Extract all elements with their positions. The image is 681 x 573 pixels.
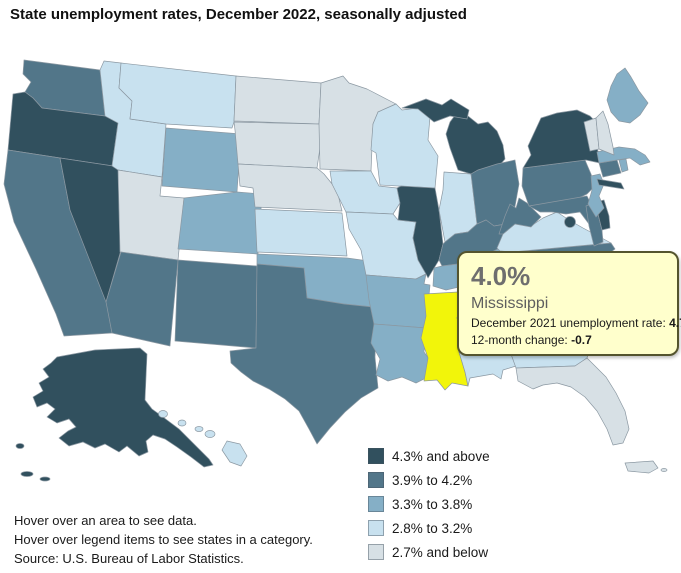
territory-pr-vieques[interactable] xyxy=(660,468,668,472)
tooltip-change-label: 12-month change: xyxy=(471,333,572,348)
tooltip-state-name: Mississippi xyxy=(471,295,549,313)
legend: 4.3% and above 3.9% to 4.2% 3.3% to 3.8%… xyxy=(368,444,490,564)
state-az[interactable] xyxy=(105,251,179,347)
legend-item-4[interactable]: 2.8% to 3.2% xyxy=(368,516,490,540)
state-ne[interactable] xyxy=(237,163,343,212)
legend-label-3: 3.3% to 3.8% xyxy=(392,496,473,512)
hawaii-inset xyxy=(158,410,248,467)
state-wi[interactable] xyxy=(370,103,439,189)
legend-item-5[interactable]: 2.7% and below xyxy=(368,540,490,564)
legend-swatch-4 xyxy=(368,520,384,536)
legend-item-1[interactable]: 4.3% and above xyxy=(368,444,490,468)
territory-pr[interactable] xyxy=(624,460,659,474)
tooltip-change-value: -0.7 xyxy=(571,333,592,348)
footer-notes: Hover over an area to see data. Hover ov… xyxy=(14,511,313,568)
state-ak-aleutian-1[interactable] xyxy=(20,471,34,477)
alaska-inset xyxy=(15,347,214,482)
state-hi-maui[interactable] xyxy=(204,430,216,438)
state-ia[interactable] xyxy=(329,170,401,215)
state-mi-upper[interactable] xyxy=(401,98,470,123)
legend-item-2[interactable]: 3.9% to 4.2% xyxy=(368,468,490,492)
state-pa[interactable] xyxy=(521,159,596,207)
state-ar[interactable] xyxy=(365,273,431,329)
lower-48 xyxy=(3,59,651,446)
state-wy[interactable] xyxy=(161,127,242,193)
state-ks[interactable] xyxy=(254,208,348,257)
state-mi-lower[interactable] xyxy=(445,113,506,175)
legend-swatch-5 xyxy=(368,544,384,560)
legend-swatch-3 xyxy=(368,496,384,512)
state-sd[interactable] xyxy=(233,121,324,169)
tooltip: 4.0% Mississippi December 2021 unemploym… xyxy=(457,251,681,356)
state-fl[interactable] xyxy=(515,357,630,446)
tooltip-prior-rate-value: 4.7% xyxy=(669,316,681,331)
legend-swatch-2 xyxy=(368,472,384,488)
state-hi-molokai[interactable] xyxy=(194,426,204,432)
note-hover-legend: Hover over legend items to see states in… xyxy=(14,532,313,547)
tooltip-prior-rate-label: December 2021 unemployment rate: xyxy=(471,316,670,331)
state-ny-long-island[interactable] xyxy=(596,178,625,190)
note-source: Source: U.S. Bureau of Labor Statistics. xyxy=(14,551,244,566)
legend-label-5: 2.7% and below xyxy=(392,544,489,560)
state-tx[interactable] xyxy=(229,263,379,445)
state-me[interactable] xyxy=(606,67,649,124)
state-dc[interactable] xyxy=(564,216,576,228)
state-nd[interactable] xyxy=(233,75,322,125)
state-ak-aleutian-2[interactable] xyxy=(39,476,51,482)
page-title: State unemployment rates, December 2022,… xyxy=(10,6,467,23)
legend-label-4: 2.8% to 3.2% xyxy=(392,520,473,536)
legend-label-2: 3.9% to 4.2% xyxy=(392,472,473,488)
legend-label-1: 4.3% and above xyxy=(392,448,490,464)
tooltip-prior-rate: December 2021 unemployment rate: 4.7% xyxy=(471,316,681,330)
state-hi-big-island[interactable] xyxy=(221,440,248,467)
legend-swatch-1 xyxy=(368,448,384,464)
state-nh[interactable] xyxy=(595,110,615,156)
state-hi-kauai[interactable] xyxy=(158,410,168,418)
puerto-rico-inset xyxy=(624,460,668,474)
state-ak-island[interactable] xyxy=(15,443,25,449)
state-ri[interactable] xyxy=(618,158,629,173)
state-hi-oahu[interactable] xyxy=(177,419,187,427)
legend-item-3[interactable]: 3.3% to 3.8% xyxy=(368,492,490,516)
state-il[interactable] xyxy=(396,185,444,279)
state-ak[interactable] xyxy=(32,347,214,468)
state-mt[interactable] xyxy=(118,62,237,129)
state-nm[interactable] xyxy=(174,259,258,349)
tooltip-rate: 4.0% xyxy=(471,261,531,291)
tooltip-change: 12-month change: -0.7 xyxy=(471,333,665,347)
state-co[interactable] xyxy=(177,191,263,255)
note-hover-area: Hover over an area to see data. xyxy=(14,513,197,528)
